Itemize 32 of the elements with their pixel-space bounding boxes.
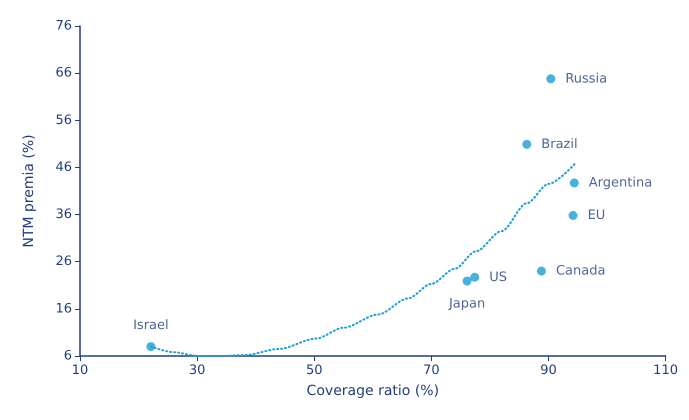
y-tick-label: 66	[55, 66, 72, 81]
y-axis-title: NTM premia (%)	[21, 134, 37, 248]
data-label: US	[489, 270, 507, 285]
y-tick-label: 16	[55, 301, 72, 316]
x-tick-label: 110	[653, 363, 678, 378]
point	[462, 276, 472, 286]
x-tick-label: 10	[72, 363, 88, 378]
y-tick-label: 26	[55, 254, 72, 270]
point	[568, 211, 578, 220]
data-label: Canada	[556, 264, 606, 279]
data-label: Israel	[133, 318, 169, 334]
x-tick-label: 30	[188, 363, 206, 378]
y-tick-label: 36	[55, 207, 72, 222]
x-tick-label: 50	[306, 363, 323, 378]
point	[546, 74, 556, 84]
point	[536, 266, 546, 276]
y-tick-label: 6	[64, 348, 72, 364]
data-label: Russia	[565, 71, 608, 86]
point	[146, 342, 156, 352]
y-tick-label: 56	[55, 112, 72, 128]
y-tick-label: 46	[55, 160, 72, 175]
x-tick-label: 90	[540, 363, 557, 378]
point	[570, 178, 579, 188]
point	[522, 140, 532, 149]
y-tick-label: 76	[55, 18, 72, 34]
data-label: Argentina	[588, 175, 652, 190]
x-axis-title: Coverage ratio (%)	[306, 383, 440, 399]
data-label: Brazil	[541, 136, 578, 152]
data-label: Japan	[448, 296, 486, 312]
point	[470, 272, 480, 282]
data-label: EU	[588, 208, 606, 224]
x-tick-label: 70	[423, 363, 440, 378]
